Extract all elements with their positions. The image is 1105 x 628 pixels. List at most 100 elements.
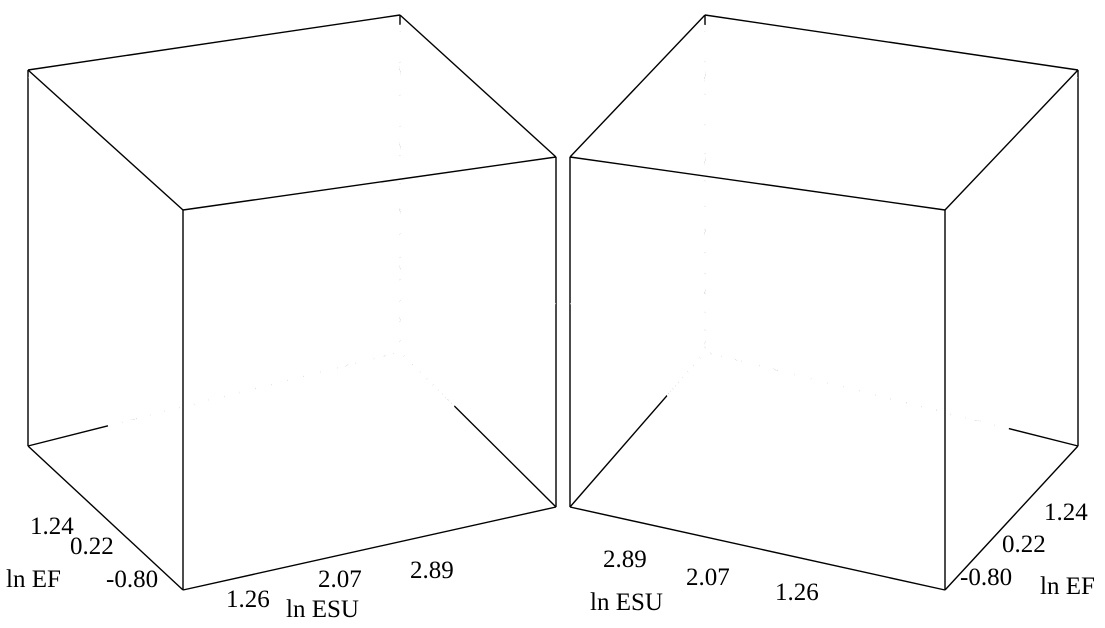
mesh-cell xyxy=(253,529,275,538)
mesh-cell xyxy=(946,93,968,152)
mesh-cell xyxy=(661,325,683,347)
mesh-cell xyxy=(726,485,748,499)
mesh-cell xyxy=(333,447,356,472)
mesh-cell xyxy=(649,350,671,378)
mesh-cell xyxy=(187,123,210,170)
mesh-cell xyxy=(631,272,653,291)
mesh-cell xyxy=(72,82,94,91)
mesh-cell xyxy=(1023,172,1045,235)
mesh-cell xyxy=(373,100,396,137)
mesh-cell xyxy=(381,259,404,289)
mesh-cell xyxy=(991,319,1013,360)
mesh-cell xyxy=(169,194,192,238)
mesh-cell xyxy=(473,315,496,327)
right-y-tick-3: -0.80 xyxy=(960,564,1012,591)
mesh-cell xyxy=(180,473,203,496)
mesh-cell xyxy=(323,33,346,59)
mesh-cell xyxy=(742,204,764,237)
mesh-cell xyxy=(903,304,925,337)
mesh-cell xyxy=(325,321,348,352)
mesh-cell xyxy=(846,542,868,548)
mesh-cell xyxy=(685,146,707,179)
left-x-tick-3: 2.89 xyxy=(410,557,454,584)
mesh-cell xyxy=(955,257,977,300)
mesh-cell xyxy=(56,84,79,93)
right-y-tick-1: 1.24 xyxy=(1044,499,1088,526)
mesh-cell xyxy=(900,53,922,62)
mesh-cell xyxy=(712,411,734,439)
mesh-cell xyxy=(108,356,131,392)
mesh-cell xyxy=(411,111,434,147)
mesh-cell xyxy=(281,290,304,321)
mesh-cell xyxy=(700,230,722,260)
left-x-tick-1: 1.26 xyxy=(226,586,270,613)
mesh-cell xyxy=(861,272,883,304)
mesh-cell xyxy=(909,159,931,204)
mesh-cell xyxy=(722,438,744,463)
mesh-cell xyxy=(301,360,324,390)
mesh-cell xyxy=(382,63,405,101)
mesh-cell xyxy=(850,329,872,360)
mesh-cell xyxy=(954,362,976,396)
mesh-cell xyxy=(363,318,386,348)
mesh-cell xyxy=(360,39,383,79)
mesh-cell xyxy=(986,243,1008,292)
mesh-cell xyxy=(174,449,197,475)
mesh-cell xyxy=(441,264,463,286)
mesh-cell xyxy=(267,426,290,456)
mesh-cell xyxy=(86,314,109,356)
mesh-cell xyxy=(242,462,265,490)
mesh-cell xyxy=(505,312,528,322)
mesh-cell xyxy=(829,350,851,381)
mesh-cell xyxy=(471,328,494,365)
mesh-cell xyxy=(1012,272,1034,320)
mesh-cell xyxy=(807,437,829,466)
mesh-cell xyxy=(648,357,670,395)
mesh-cell xyxy=(128,215,151,263)
mesh-cell xyxy=(342,420,365,447)
mesh-cell xyxy=(144,532,167,543)
mesh-cell xyxy=(914,233,936,273)
mesh-cell xyxy=(307,380,330,410)
mesh-cell xyxy=(651,307,673,326)
mesh-cell xyxy=(585,295,607,306)
mesh-cell xyxy=(643,344,665,375)
mesh-cell xyxy=(376,32,399,72)
mesh-cell xyxy=(703,334,725,363)
mesh-cell xyxy=(793,284,815,315)
mesh-cell xyxy=(266,539,288,544)
mesh-cell xyxy=(284,231,307,264)
mesh-cell xyxy=(109,84,132,132)
mesh-cell xyxy=(324,471,347,494)
mesh-cell xyxy=(570,295,592,311)
mesh-cell xyxy=(1001,352,1023,389)
mesh-cell xyxy=(227,99,250,140)
mesh-cell xyxy=(922,449,944,475)
mesh-cell xyxy=(950,296,972,335)
mesh-cell xyxy=(212,542,235,549)
mesh-cell xyxy=(204,304,226,336)
mesh-cell xyxy=(216,363,239,394)
mesh-cell xyxy=(667,272,689,296)
mesh-cell xyxy=(406,221,428,250)
mesh-cell xyxy=(691,30,714,64)
mesh-cell xyxy=(733,418,755,446)
mesh-cell xyxy=(796,470,818,495)
left-y-tick-1: 1.24 xyxy=(30,513,74,540)
mesh-cell xyxy=(690,120,713,155)
mesh-cell xyxy=(196,87,219,135)
mesh-cell xyxy=(252,66,274,105)
mesh-cell xyxy=(271,491,294,514)
mesh-cell xyxy=(845,355,867,386)
mesh-cell xyxy=(889,87,911,135)
mesh-cell xyxy=(238,385,261,416)
mesh-cell xyxy=(995,385,1017,418)
mesh-cell xyxy=(330,482,353,502)
mesh-cell xyxy=(96,72,119,81)
mesh-cell xyxy=(273,446,296,475)
mesh-cell xyxy=(729,378,751,407)
left-y-axis-label: ln EF xyxy=(6,566,61,593)
mesh-cell xyxy=(136,420,159,449)
mesh-cell xyxy=(899,123,921,170)
mesh-cell xyxy=(853,520,875,532)
